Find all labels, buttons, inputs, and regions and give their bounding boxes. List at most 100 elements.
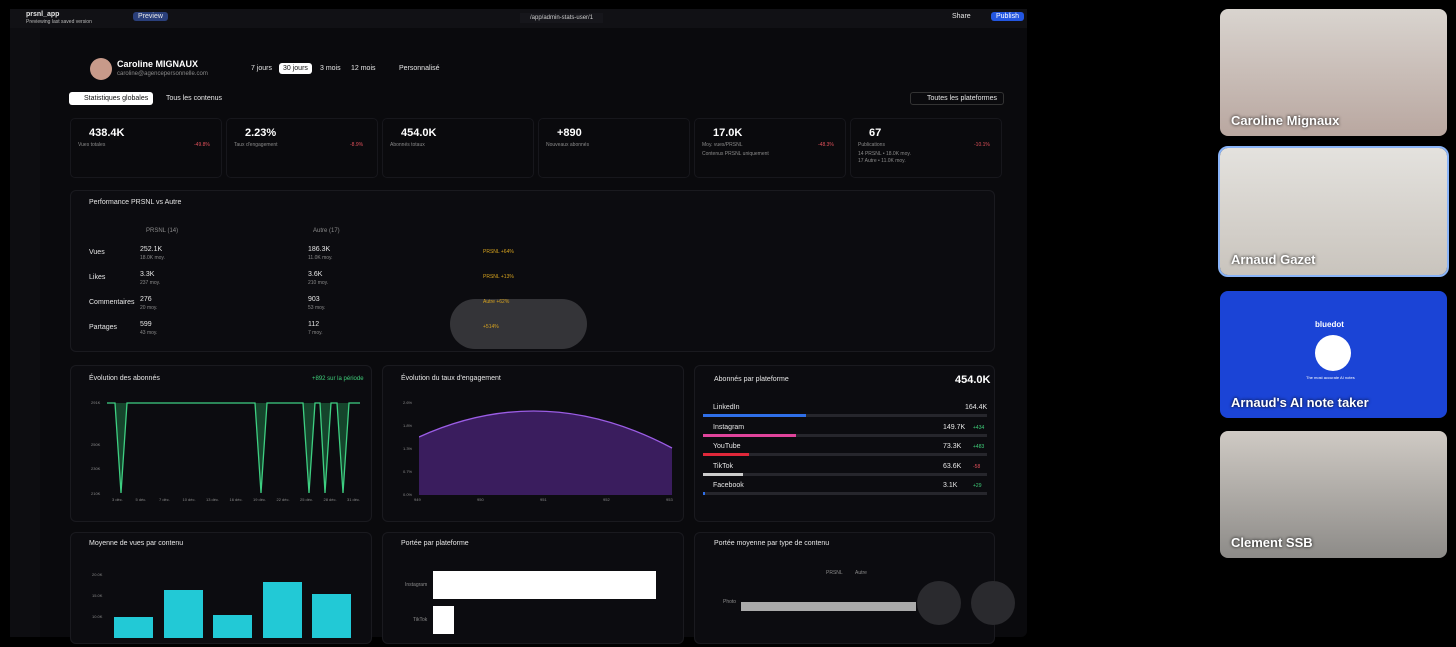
qr-code — [1315, 335, 1351, 371]
participant-name: Arnaud's AI note taker — [1231, 395, 1369, 410]
brand: bluedot — [1315, 320, 1344, 329]
kpi-label: Vues totales — [78, 142, 106, 148]
x-tick-label: 31 déc. — [347, 497, 361, 502]
platform-value: 149.7K — [943, 423, 966, 431]
card-title: Portée par plateforme — [401, 540, 469, 547]
top-bar — [10, 9, 1027, 28]
range-button[interactable]: 12 mois — [351, 65, 376, 72]
badge: +892 sur la période — [312, 376, 364, 382]
y-tick-label: 1.8% — [403, 423, 413, 428]
progress-bar — [703, 453, 749, 456]
metric-diff: Autre +62% — [483, 299, 510, 305]
tagline: The most accurate AI notes — [1306, 375, 1355, 380]
metric-value: 3.6K — [308, 271, 323, 278]
metric-value: 112 — [308, 321, 320, 328]
publish-button[interactable]: Publish — [991, 12, 1024, 21]
kpi-sub: Contenus PRSNL uniquement — [702, 151, 769, 157]
area-chart — [419, 410, 673, 495]
legend-item: Autre — [855, 570, 867, 576]
axis-label: Instagram — [405, 582, 428, 588]
kpi-value: 67 — [869, 127, 882, 139]
app-subtitle: Previewing last saved version — [26, 19, 92, 25]
platform-name: Instagram — [713, 423, 745, 431]
range-button[interactable]: 3 mois — [320, 65, 341, 72]
video-tile: Arnaud Gazet — [1218, 146, 1449, 277]
kpi-label: Moy. vues/PRSNL — [702, 142, 743, 148]
kpi-value: 438.4K — [89, 127, 125, 139]
kpi-label: Publications — [858, 142, 885, 148]
bar-chart — [114, 582, 351, 638]
y-tick-label: 0.7% — [403, 469, 413, 474]
progress-track — [703, 433, 987, 437]
y-tick-label: 210K — [91, 491, 101, 496]
column-header: PRSNL (14) — [146, 228, 179, 234]
profile-email: caroline@agencepersonnelle.com — [117, 71, 208, 77]
card-title: Moyenne de vues par contenu — [89, 540, 184, 547]
metric-label: Likes — [89, 274, 106, 281]
kpi-sub: 17 Autre • 11.0K moy. — [858, 158, 906, 164]
participant-name: Arnaud Gazet — [1231, 252, 1316, 267]
axis-label: TikTok — [413, 617, 428, 623]
kpi-value: 17.0K — [713, 127, 743, 139]
card-title: Performance PRSNL vs Autre — [89, 199, 182, 206]
card-title: Évolution des abonnés — [89, 375, 160, 382]
platform-filter[interactable]: Toutes les plateformes — [910, 92, 1005, 105]
control-bar — [450, 299, 587, 349]
progress-bar — [703, 472, 743, 476]
video-tile: bluedot The most accurate AI notes Arnau… — [1220, 291, 1447, 418]
range-button[interactable]: 7 jours — [251, 65, 273, 72]
metric-diff: PRSNL +13% — [483, 274, 514, 280]
video-tile: Clement SSB — [1220, 431, 1447, 558]
y-tick-label: 15.0K — [92, 593, 103, 598]
x-tick-label: 19 déc. — [253, 497, 267, 502]
metric-label: Partages — [89, 324, 118, 331]
metric-label: Vues — [89, 249, 105, 256]
range-button[interactable]: Personnalisé — [399, 65, 440, 72]
y-tick-label: 0.0% — [403, 492, 413, 497]
progress-track — [703, 414, 987, 417]
metric-value: 3.3K — [140, 271, 155, 278]
metric-avg: 210 moy. — [308, 280, 329, 286]
platform-delta: -58 — [973, 463, 981, 470]
x-tick-label: 22 déc. — [276, 497, 290, 502]
kpi-card — [382, 118, 534, 178]
progress-bar — [703, 492, 705, 495]
zoom-button[interactable] — [917, 581, 961, 625]
kpi-sub: 14 PRSNL • 18.0K moy. — [858, 151, 911, 157]
kpi-card — [850, 118, 1002, 178]
total: 454.0K — [955, 374, 991, 386]
platform-delta: +29 — [973, 483, 982, 489]
profile-name: Caroline MIGNAUX — [117, 59, 199, 69]
participant-name: Caroline Mignaux — [1231, 113, 1340, 128]
kpi-delta: -10.1% — [974, 142, 990, 148]
progress-track — [703, 472, 987, 476]
x-tick-label: 5 déc. — [135, 497, 147, 502]
tab[interactable]: Tous les contenus — [166, 95, 223, 102]
platforms-card — [694, 365, 995, 522]
tab[interactable]: Statistiques globales — [69, 92, 154, 105]
kpi-card — [694, 118, 846, 178]
kpi-value: 454.0K — [401, 127, 437, 139]
axis-label: Photo — [723, 599, 737, 605]
platform-name: TikTok — [713, 462, 733, 470]
progress-bar — [703, 414, 806, 417]
range-button[interactable]: 30 jours — [279, 63, 312, 74]
kpi-card — [70, 118, 222, 178]
share-button[interactable]: Share — [952, 13, 971, 20]
fullscreen-button[interactable] — [971, 581, 1015, 625]
platform-name: LinkedIn — [713, 404, 740, 411]
metric-avg: 7 moy. — [308, 330, 323, 336]
progress-bar — [703, 433, 796, 437]
kpi-label: Taux d'engagement — [234, 142, 278, 148]
app-name[interactable]: prsnl_app — [26, 11, 60, 18]
url-bar[interactable]: /app/admin-stats-user/1 — [520, 13, 604, 23]
card-title: Évolution du taux d'engagement — [401, 375, 501, 382]
kpi-card — [538, 118, 690, 178]
preview-button[interactable]: Preview — [133, 12, 168, 21]
kpi-card — [226, 118, 378, 178]
metric-value: 903 — [308, 296, 320, 303]
platform-value: 3.1K — [943, 482, 958, 489]
platform-name: YouTube — [713, 443, 741, 450]
x-tick-label: 13 déc. — [206, 497, 220, 502]
